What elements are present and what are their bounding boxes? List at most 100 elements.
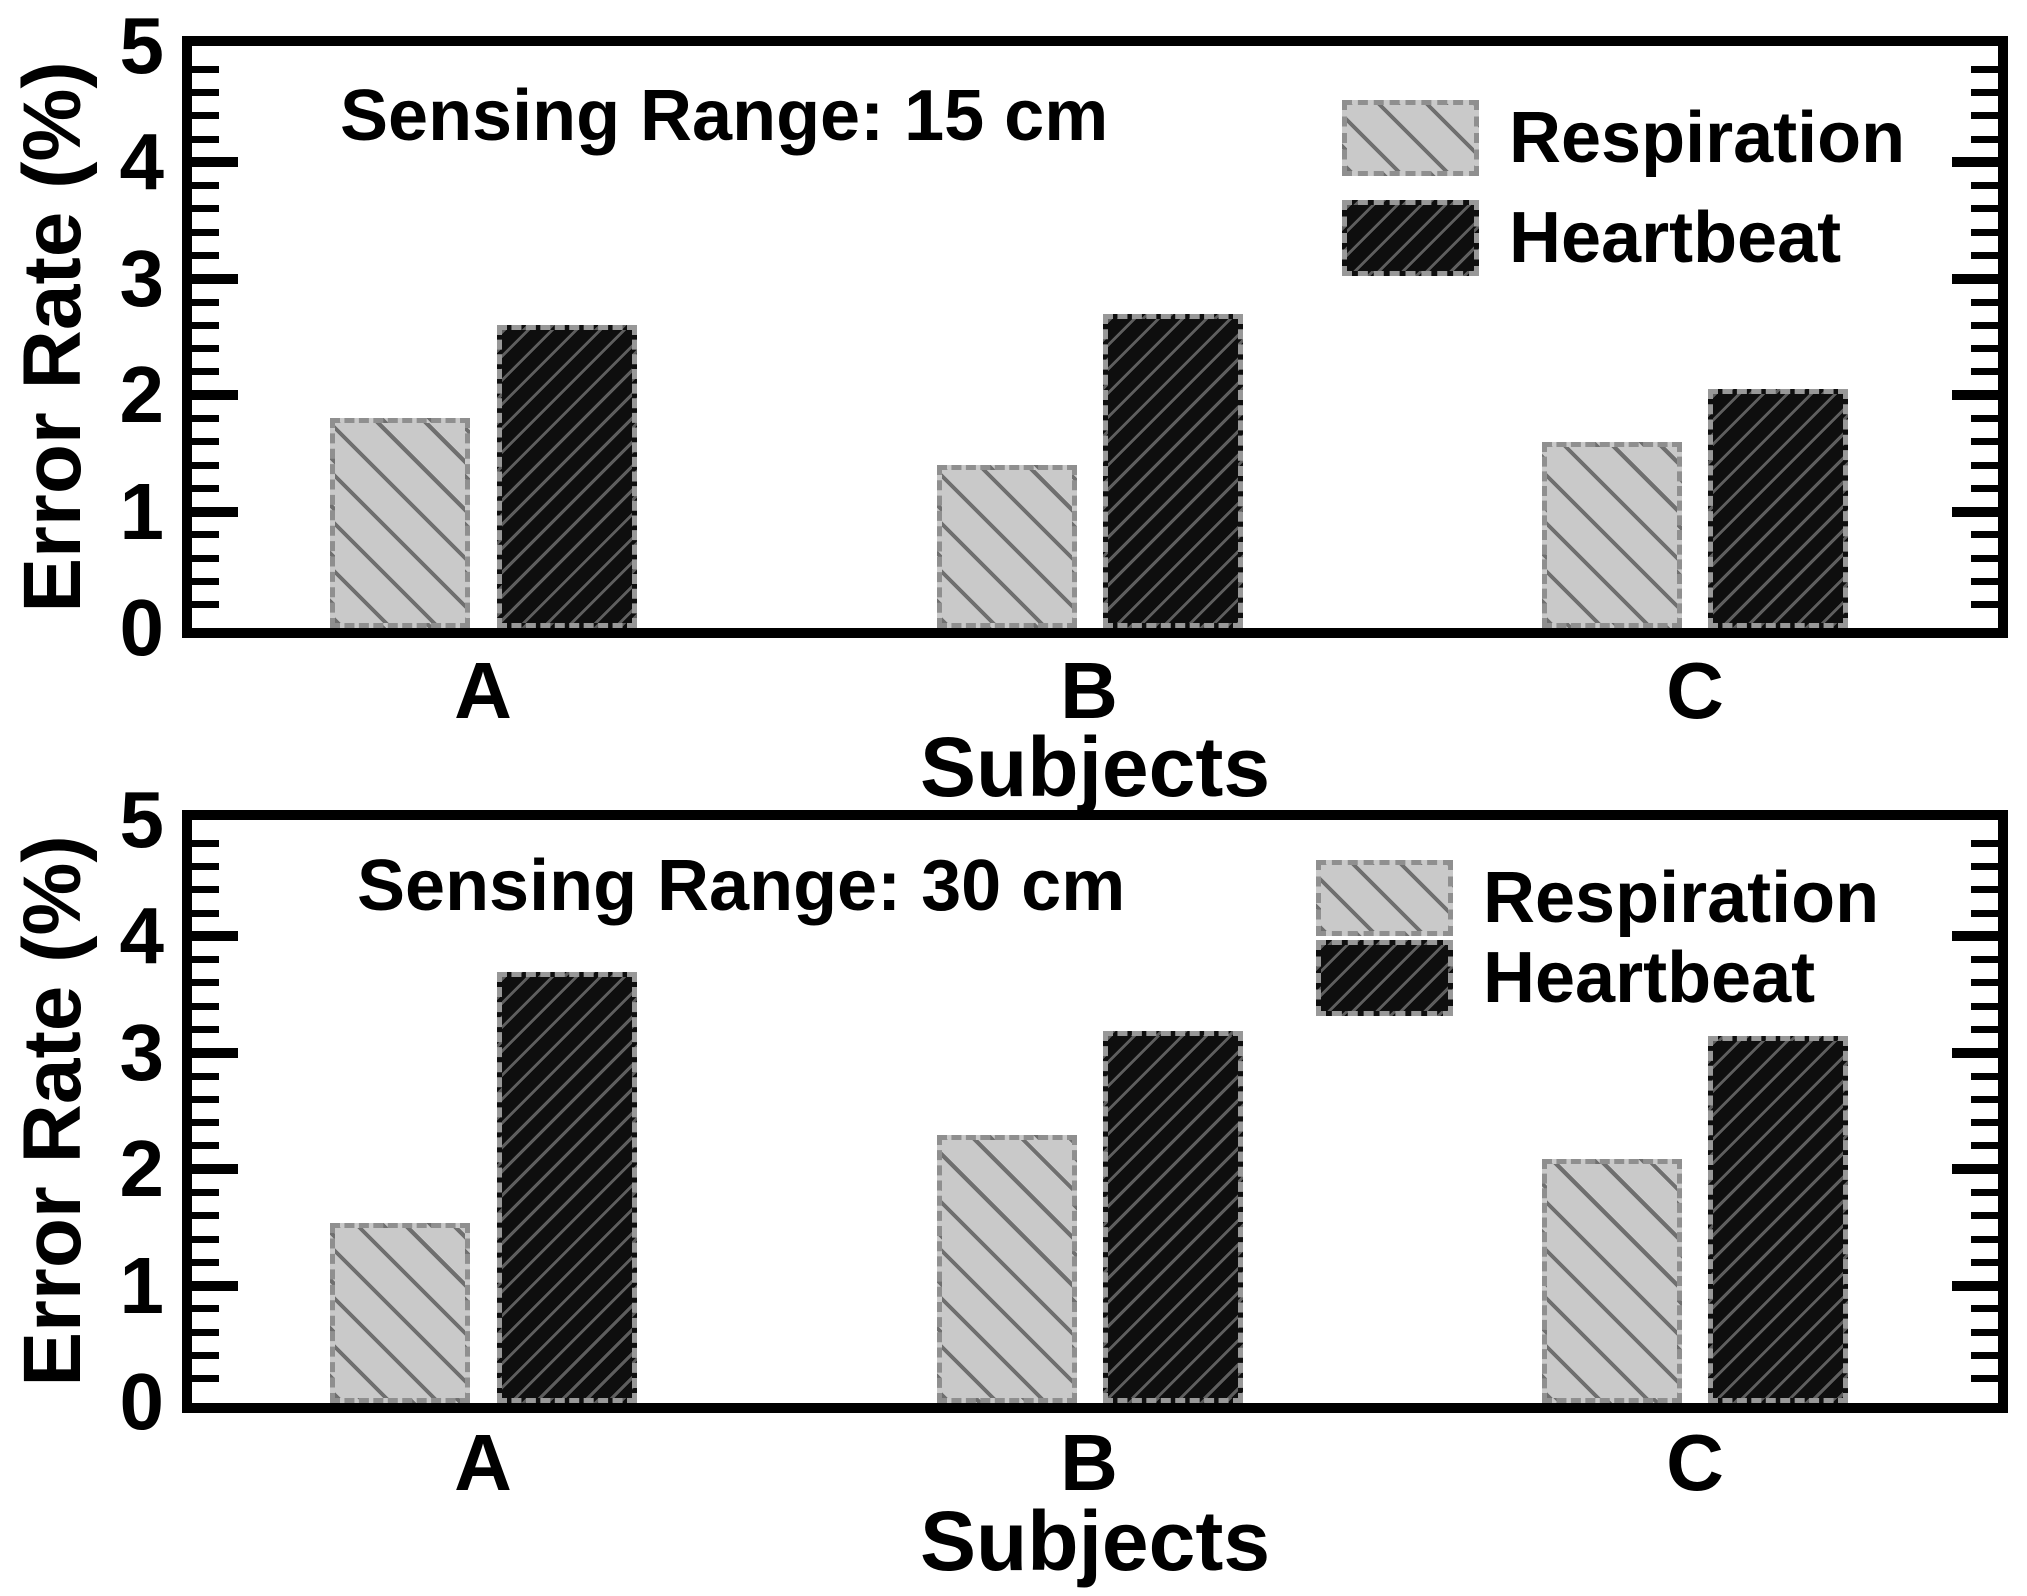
left-axis-minor-tick bbox=[192, 1002, 219, 1010]
left-axis-minor-tick bbox=[192, 1351, 219, 1359]
right-axis-minor-tick bbox=[1971, 1002, 1998, 1010]
legend-item-respiration: Respiration bbox=[1316, 858, 1879, 938]
left-axis-major-tick bbox=[192, 1280, 238, 1291]
y-tick-label-1: 1 bbox=[119, 1240, 165, 1330]
left-axis-minor-tick bbox=[192, 345, 219, 353]
right-axis-minor-tick bbox=[1971, 438, 1998, 446]
right-axis-minor-tick bbox=[1971, 979, 1998, 987]
right-axis-minor-tick bbox=[1971, 886, 1998, 894]
right-axis-minor-tick bbox=[1971, 1072, 1998, 1080]
right-axis-minor-tick bbox=[1971, 1026, 1998, 1034]
bar-respiration-A bbox=[330, 418, 470, 628]
y-axis-label: Error Rate (%) bbox=[7, 835, 98, 1387]
legend-label-heartbeat: Heartbeat bbox=[1509, 198, 1842, 278]
right-axis-minor-tick bbox=[1971, 135, 1998, 143]
x-tick-label-C: C bbox=[1666, 646, 1724, 735]
right-axis-major-tick bbox=[1952, 273, 1998, 284]
bar-heartbeat-B bbox=[1103, 314, 1243, 628]
bar-heartbeat-C bbox=[1708, 1036, 1848, 1403]
plot-title: Sensing Range: 15 cm bbox=[340, 76, 1109, 156]
y-tick-label-3: 3 bbox=[119, 1007, 165, 1097]
right-axis-minor-tick bbox=[1971, 863, 1998, 871]
right-axis-minor-tick bbox=[1971, 554, 1998, 562]
left-axis-minor-tick bbox=[192, 956, 219, 964]
left-axis-minor-tick bbox=[192, 438, 219, 446]
left-axis-minor-tick bbox=[192, 1072, 219, 1080]
right-axis-minor-tick bbox=[1971, 1351, 1998, 1359]
right-axis-minor-tick bbox=[1971, 461, 1998, 469]
left-axis-minor-tick bbox=[192, 531, 219, 539]
right-axis-minor-tick bbox=[1971, 1212, 1998, 1220]
plot-area-30cm: Sensing Range: 30 cm Respiration Heartbe… bbox=[120, 775, 2008, 1446]
y-tick-label-2: 2 bbox=[119, 350, 165, 440]
right-axis-minor-tick bbox=[1971, 112, 1998, 120]
left-axis-major-tick bbox=[192, 1164, 238, 1175]
y-tick-label-4: 4 bbox=[119, 891, 165, 981]
right-axis-minor-tick bbox=[1971, 252, 1998, 260]
right-axis-minor-tick bbox=[1971, 414, 1998, 422]
x-axis-label: Subjects bbox=[919, 1494, 1271, 1588]
left-axis-minor-tick bbox=[192, 321, 219, 329]
left-axis-minor-tick bbox=[192, 1026, 219, 1034]
bar-respiration-A bbox=[330, 1223, 470, 1403]
bar-heartbeat-C bbox=[1708, 389, 1848, 628]
right-axis-minor-tick bbox=[1971, 321, 1998, 329]
left-axis-major-tick bbox=[192, 157, 238, 168]
right-axis-minor-tick bbox=[1971, 298, 1998, 306]
left-axis-minor-tick bbox=[192, 461, 219, 469]
right-axis-minor-tick bbox=[1971, 368, 1998, 376]
right-axis-minor-tick bbox=[1971, 205, 1998, 213]
left-axis-minor-tick bbox=[192, 1305, 219, 1313]
left-axis-minor-tick bbox=[192, 577, 219, 585]
x-tick-label-C: C bbox=[1666, 1418, 1724, 1507]
bar-respiration-C bbox=[1542, 442, 1682, 628]
right-axis-major-tick bbox=[1952, 1280, 1998, 1291]
x-tick-label-A: A bbox=[454, 646, 512, 735]
legend-item-heartbeat: Heartbeat bbox=[1342, 198, 1841, 278]
left-axis-minor-tick bbox=[192, 1188, 219, 1196]
heartbeat-swatch-icon bbox=[1342, 200, 1479, 276]
bar-respiration-B bbox=[937, 465, 1077, 628]
bar-heartbeat-B bbox=[1103, 1031, 1243, 1403]
right-axis-minor-tick bbox=[1971, 1119, 1998, 1127]
right-axis-minor-tick bbox=[1971, 531, 1998, 539]
left-axis-minor-tick bbox=[192, 1212, 219, 1220]
left-axis-minor-tick bbox=[192, 298, 219, 306]
left-axis-major-tick bbox=[192, 390, 238, 401]
legend-label-respiration: Respiration bbox=[1509, 98, 1906, 178]
left-axis-minor-tick bbox=[192, 979, 219, 987]
left-axis-minor-tick bbox=[192, 65, 219, 73]
right-axis-minor-tick bbox=[1971, 65, 1998, 73]
left-axis-minor-tick bbox=[192, 228, 219, 236]
legend-item-heartbeat: Heartbeat bbox=[1316, 938, 1815, 1018]
bar-heartbeat-A bbox=[497, 325, 637, 628]
right-axis-minor-tick bbox=[1971, 839, 1998, 847]
right-axis-minor-tick bbox=[1971, 345, 1998, 353]
x-tick-label-B: B bbox=[1060, 1418, 1118, 1507]
right-axis-minor-tick bbox=[1971, 601, 1998, 609]
right-axis-major-tick bbox=[1952, 390, 1998, 401]
right-axis-minor-tick bbox=[1971, 182, 1998, 190]
y-tick-label-5: 5 bbox=[119, 1, 165, 90]
left-axis-minor-tick bbox=[192, 414, 219, 422]
y-tick-label-4: 4 bbox=[119, 117, 165, 207]
left-axis-minor-tick bbox=[192, 182, 219, 190]
legend-item-respiration: Respiration bbox=[1342, 98, 1905, 178]
left-axis-minor-tick bbox=[192, 1095, 219, 1103]
y-tick-label-3: 3 bbox=[119, 233, 165, 323]
right-axis-minor-tick bbox=[1971, 1188, 1998, 1196]
right-axis-minor-tick bbox=[1971, 577, 1998, 585]
left-axis-minor-tick bbox=[192, 135, 219, 143]
left-axis-minor-tick bbox=[192, 1328, 219, 1336]
left-axis-major-tick bbox=[192, 931, 238, 942]
x-tick-label-A: A bbox=[454, 1418, 512, 1507]
left-axis-minor-tick bbox=[192, 1258, 219, 1266]
right-axis-minor-tick bbox=[1971, 1235, 1998, 1243]
right-axis-minor-tick bbox=[1971, 956, 1998, 964]
left-axis-major-tick bbox=[192, 506, 238, 517]
right-axis-minor-tick bbox=[1971, 228, 1998, 236]
respiration-swatch-icon bbox=[1316, 860, 1453, 936]
right-axis-major-tick bbox=[1952, 1047, 1998, 1058]
left-axis-minor-tick bbox=[192, 1235, 219, 1243]
